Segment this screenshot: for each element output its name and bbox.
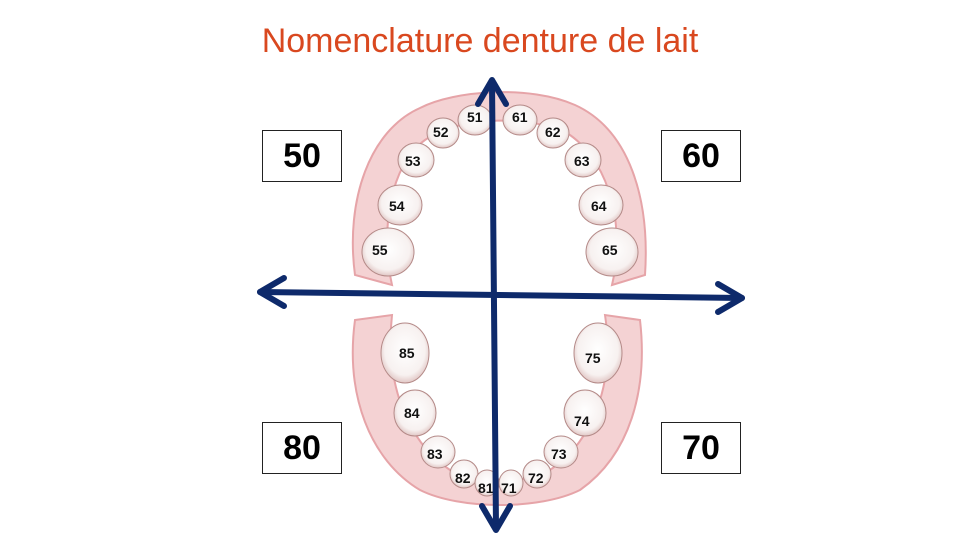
tooth-labels: 51 61 52 62 53 63 54 64 55 65 85 75 84 7… — [372, 109, 618, 496]
tooth-label-81: 81 — [478, 480, 494, 496]
upper-teeth — [361, 104, 639, 277]
tooth-label-54: 54 — [389, 198, 405, 214]
tooth-85 — [380, 322, 430, 384]
page-title: Nomenclature denture de lait — [261, 22, 699, 60]
quadrant-box-50: 50 — [262, 130, 342, 182]
tooth-label-75: 75 — [585, 350, 601, 366]
arrow-head-right — [715, 281, 745, 315]
quadrant-box-70: 70 — [661, 422, 741, 474]
tooth-52 — [426, 117, 460, 149]
tooth-72 — [522, 459, 552, 489]
tooth-84 — [393, 389, 437, 437]
tooth-label-55: 55 — [372, 242, 388, 258]
tooth-64 — [578, 184, 624, 226]
tooth-label-73: 73 — [551, 446, 567, 462]
tooth-83 — [420, 435, 456, 469]
tooth-label-65: 65 — [602, 242, 618, 258]
tooth-75 — [573, 322, 623, 384]
tooth-55 — [361, 227, 415, 277]
arrow-head-down — [479, 503, 513, 533]
tooth-54 — [377, 184, 423, 226]
tooth-label-52: 52 — [433, 124, 449, 140]
tooth-label-83: 83 — [427, 446, 443, 462]
tooth-62 — [536, 117, 570, 149]
tooth-label-71: 71 — [501, 480, 517, 496]
tooth-73 — [543, 435, 579, 469]
tooth-label-64: 64 — [591, 198, 607, 214]
vertical-axis — [489, 79, 499, 531]
tooth-label-84: 84 — [404, 405, 420, 421]
tooth-label-85: 85 — [399, 345, 415, 361]
arrow-head-up — [475, 77, 509, 107]
quadrant-box-60: 60 — [661, 130, 741, 182]
tooth-label-61: 61 — [512, 109, 528, 125]
tooth-label-82: 82 — [455, 470, 471, 486]
tooth-label-63: 63 — [574, 153, 590, 169]
tooth-label-53: 53 — [405, 153, 421, 169]
lower-teeth — [380, 322, 623, 497]
axes — [257, 77, 745, 533]
horizontal-axis — [257, 289, 745, 301]
tooth-61 — [502, 104, 538, 136]
tooth-71 — [498, 469, 524, 497]
tooth-label-72: 72 — [528, 470, 544, 486]
tooth-63 — [564, 142, 602, 178]
tooth-label-74: 74 — [574, 413, 590, 429]
tooth-53 — [397, 142, 435, 178]
tooth-65 — [585, 227, 639, 277]
tooth-label-51: 51 — [467, 109, 483, 125]
arrow-head-left — [257, 275, 287, 309]
quadrant-box-80: 80 — [262, 422, 342, 474]
tooth-74 — [563, 389, 607, 437]
tooth-label-62: 62 — [545, 124, 561, 140]
